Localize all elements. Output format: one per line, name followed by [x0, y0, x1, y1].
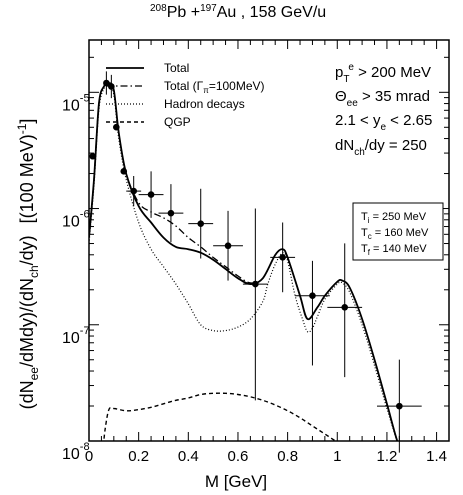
y-axis-label: (dNee/dMdy)/(dNch/dy)[(100 MeV)-1]: [15, 119, 41, 410]
data-point: [309, 292, 316, 300]
temp-freezeout: Tf = 140 MeV: [361, 243, 427, 257]
series-line-solid: [89, 81, 399, 441]
data-point: [120, 168, 128, 175]
temperature-box: Ti = 250 MeV Tc = 160 MeV Tf = 140 MeV: [352, 202, 444, 261]
data-point: [103, 79, 110, 87]
curves: [89, 81, 399, 441]
x-tick-label: 1.4: [426, 448, 447, 465]
y-tick-label: 10-8: [62, 441, 90, 463]
cut-rapidity: 2.1 < ye < 2.65: [335, 112, 432, 133]
data-point: [147, 191, 155, 198]
x-tick-label: 1: [333, 448, 341, 465]
x-axis-label: M [GeV]: [205, 472, 267, 491]
x-tick-label: 0.4: [178, 448, 199, 465]
plot-area: 0 0.2 0.4 0.6 0.8 1 1.2 1.4 10-5 10-6 10-7 10-8: [62, 39, 450, 465]
tick-labels: 0 0.2 0.4 0.6 0.8 1 1.2 1.4 10-5 10-6 10-7 10-8: [62, 92, 447, 465]
cut-theta: Θee > 35 mrad: [335, 88, 430, 109]
x-tick-label: 0.6: [228, 448, 249, 465]
cut-pt: pTe > 200 MeV: [335, 62, 431, 85]
temp-initial: Ti = 250 MeV: [361, 211, 427, 225]
legend-label-total: Total: [164, 61, 189, 75]
chart-title: 208Pb +197Au , 158 GeV/u: [150, 3, 326, 21]
tick-marks: [88, 40, 449, 442]
cuts-annotation: pTe > 200 MeV Θee > 35 mrad 2.1 < ye < 2…: [335, 62, 432, 158]
y-tick-label: 10-7: [62, 325, 90, 347]
legend-label-total-gamma: Total (Γπ=100MeV): [164, 79, 265, 95]
legend-label-qgp: QGP: [164, 115, 191, 129]
data-point: [130, 187, 137, 195]
temperature-box-frame: [352, 202, 444, 261]
series-line-dashed: [103, 392, 337, 441]
data-point: [167, 209, 175, 217]
data-point: [197, 220, 205, 227]
data-point: [89, 152, 97, 160]
cut-multiplicity: dNch/dy = 250: [335, 137, 427, 158]
data-points: [89, 71, 422, 453]
legend: Total Total (Γπ=100MeV) Hadron decays QG…: [106, 61, 265, 129]
data-point: [279, 254, 286, 261]
data-point: [113, 123, 120, 131]
data-point: [396, 402, 403, 410]
data-point: [341, 304, 349, 311]
legend-label-hadron-decays: Hadron decays: [164, 97, 245, 111]
data-point: [224, 242, 232, 250]
y-tick-label: 10-6: [62, 209, 90, 231]
series-line-dashdot: [89, 82, 398, 441]
x-tick-label: 0.8: [277, 448, 298, 465]
y-tick-label: 10-5: [62, 92, 90, 114]
data-point: [252, 280, 259, 288]
x-tick-label: 0.2: [128, 448, 149, 465]
temp-critical: Tc = 160 MeV: [361, 227, 429, 241]
x-tick-label: 1.2: [377, 448, 398, 465]
x-tick-label: 0: [85, 448, 93, 465]
series-line-dotted: [89, 85, 398, 441]
